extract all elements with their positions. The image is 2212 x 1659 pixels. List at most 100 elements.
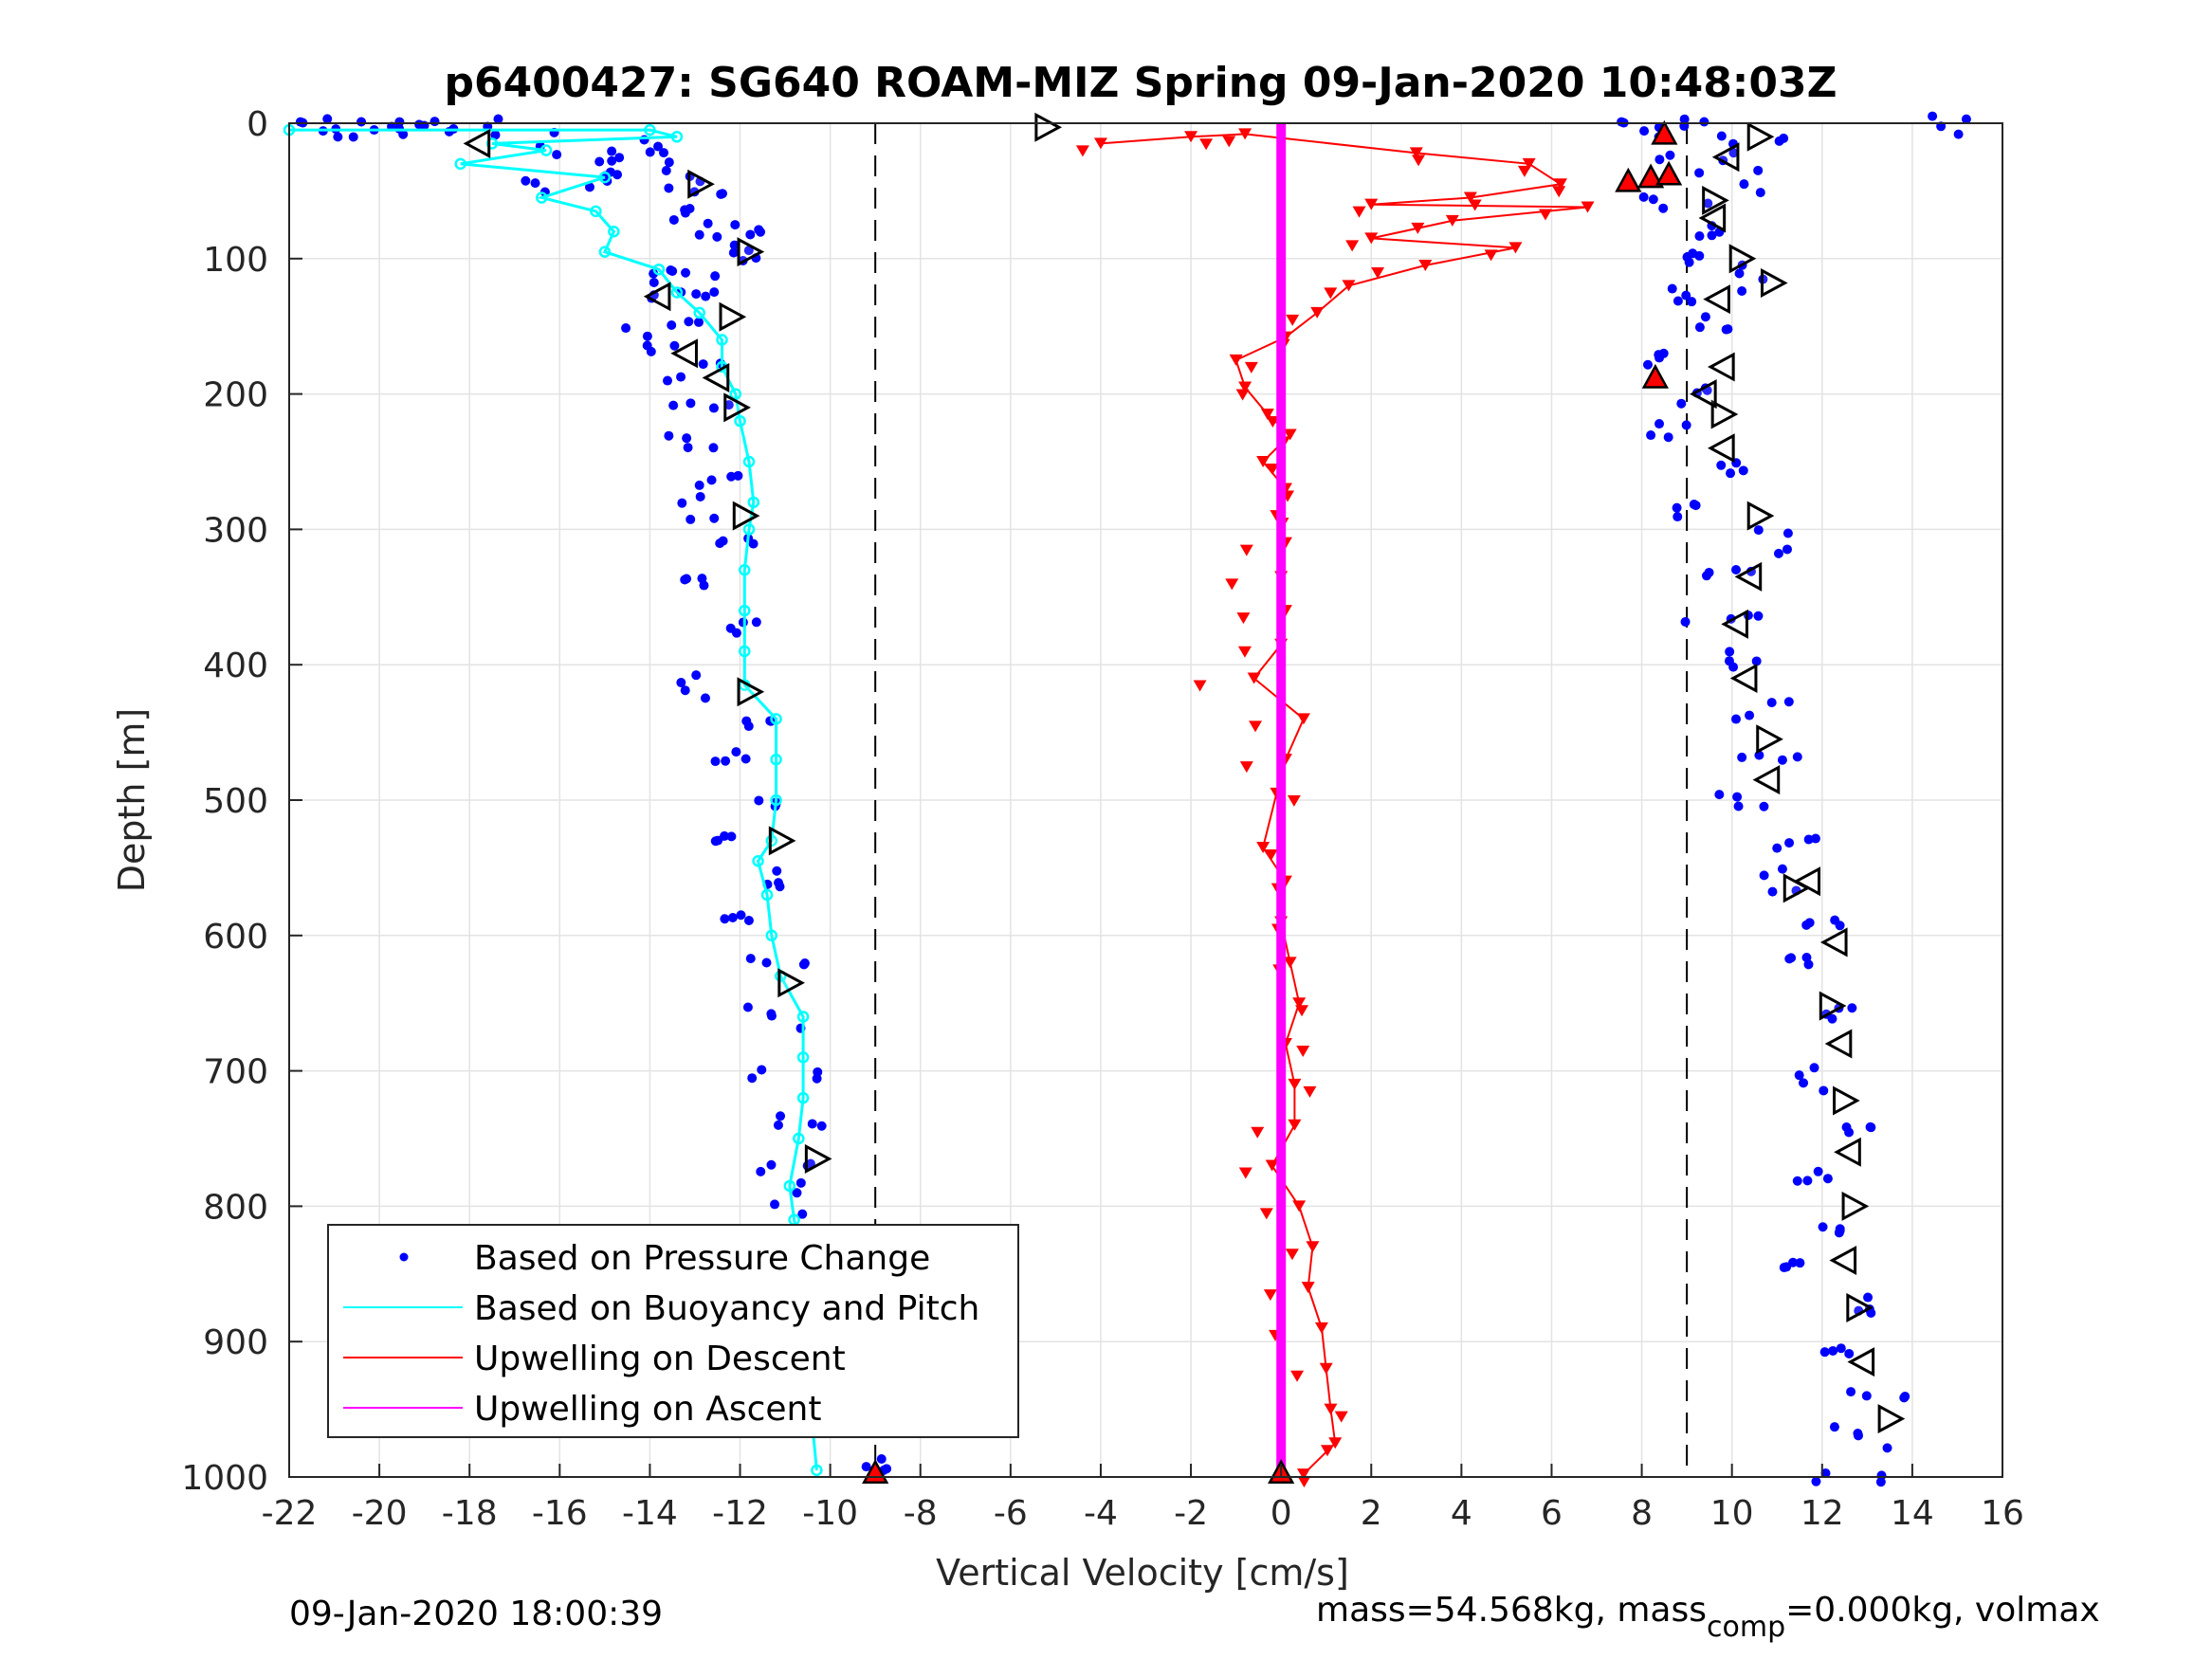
x-tick-label: 8 (1631, 1494, 1653, 1533)
series-point (861, 1462, 871, 1472)
series-point (585, 182, 595, 192)
series-point (728, 247, 739, 258)
series-point (1779, 133, 1789, 143)
series-point (607, 155, 617, 166)
series-point (646, 346, 656, 356)
series-point (1704, 567, 1714, 577)
series-point (1301, 1282, 1315, 1294)
series-based-on-buoyancy-and-pitch (283, 123, 823, 1477)
series-point (1445, 214, 1459, 227)
open-triangle-right-marker (804, 1143, 832, 1174)
series-point (594, 156, 605, 167)
series-point (1334, 1411, 1348, 1423)
series-point (1484, 249, 1498, 262)
series-point (521, 175, 531, 186)
series-point (697, 574, 707, 584)
series-point (1745, 710, 1755, 720)
series-point (684, 317, 694, 327)
series-point (1412, 155, 1426, 167)
series-point (754, 795, 764, 806)
series-point (770, 1199, 780, 1210)
series-point (1737, 752, 1747, 762)
x-tick-label: -2 (1174, 1494, 1208, 1533)
series-point (757, 1065, 767, 1075)
footer-mass: mass=54.568kg, masscomp=0.000kg, volmax (1316, 1591, 2100, 1644)
footer-mass-rest: =0.000kg, volmax (1785, 1591, 2100, 1630)
series-point (1244, 361, 1258, 374)
series-point (793, 1132, 805, 1145)
series-point (1733, 801, 1744, 811)
series-point (1581, 201, 1595, 213)
series-point (796, 1051, 810, 1064)
series-point (1738, 465, 1748, 476)
series-point (1751, 656, 1762, 666)
series-point (710, 757, 721, 767)
series-point (747, 1073, 758, 1084)
series-point (1247, 672, 1261, 684)
series-point (670, 131, 684, 143)
series-point (796, 1011, 810, 1023)
x-tick-label: 12 (1801, 1494, 1844, 1533)
series-point (1303, 1085, 1317, 1098)
open-triangle-right-marker (1833, 1085, 1860, 1116)
series-point (1648, 194, 1658, 205)
series-point (772, 866, 782, 876)
series-point (1846, 1387, 1856, 1397)
x-tick-label: -12 (712, 1494, 768, 1533)
series-point (1786, 953, 1797, 963)
series-point (739, 645, 751, 658)
series-point (797, 1209, 808, 1219)
open-triangle-right-marker (1702, 185, 1729, 215)
filled-triangle-up-marker (1655, 160, 1683, 186)
x-tick-label: -8 (904, 1494, 938, 1533)
series-point (1676, 398, 1687, 409)
chart-title: p6400427: SG640 ROAM-MIZ Spring 09-Jan-2… (444, 59, 1837, 107)
series-point (1667, 283, 1677, 294)
legend-swatch (399, 1252, 409, 1262)
open-triangle-right-marker (1746, 501, 1775, 531)
series-point (691, 670, 702, 681)
series-point (1716, 131, 1727, 141)
series-point (1803, 834, 1814, 845)
series-point (740, 754, 751, 764)
x-tick-label: 4 (1451, 1494, 1472, 1533)
series-point (1673, 512, 1683, 522)
series-point (1728, 148, 1739, 158)
series-point (642, 331, 652, 341)
footer-mass-main: mass=54.568kg, mass (1316, 1591, 1707, 1630)
series-point (430, 117, 440, 127)
series-point (398, 129, 409, 139)
series-point (1681, 420, 1691, 430)
y-tick-label: 100 (203, 241, 268, 280)
open-triangle-right-marker (777, 968, 805, 998)
series-point (1818, 1222, 1828, 1232)
series-point (1753, 165, 1764, 175)
y-tick-label: 600 (203, 918, 268, 957)
series-point (1371, 266, 1385, 279)
series-point (680, 685, 690, 696)
series-point (1753, 611, 1764, 621)
series-point (775, 882, 785, 892)
series-point (1665, 150, 1675, 160)
x-axis-label: Vertical Velocity [cm/s] (936, 1552, 1349, 1594)
series-point (621, 323, 631, 334)
series-point (741, 716, 752, 726)
series-point (1319, 1362, 1333, 1375)
series-point (1184, 131, 1198, 143)
series-point (694, 229, 704, 240)
series-point (743, 916, 754, 926)
open-triangle-left-marker (1708, 352, 1735, 382)
series-point (1811, 1476, 1821, 1486)
series-point (1882, 1443, 1892, 1453)
series-point (1463, 191, 1477, 204)
series-point (1694, 322, 1705, 333)
series-point (539, 144, 553, 156)
series-point (1766, 698, 1777, 708)
series-point (1725, 647, 1735, 657)
series-point (676, 372, 686, 382)
series-point (682, 433, 692, 444)
series-point (1517, 165, 1531, 177)
series-point (882, 1464, 892, 1474)
series-point (734, 414, 746, 428)
series-point (739, 604, 751, 617)
